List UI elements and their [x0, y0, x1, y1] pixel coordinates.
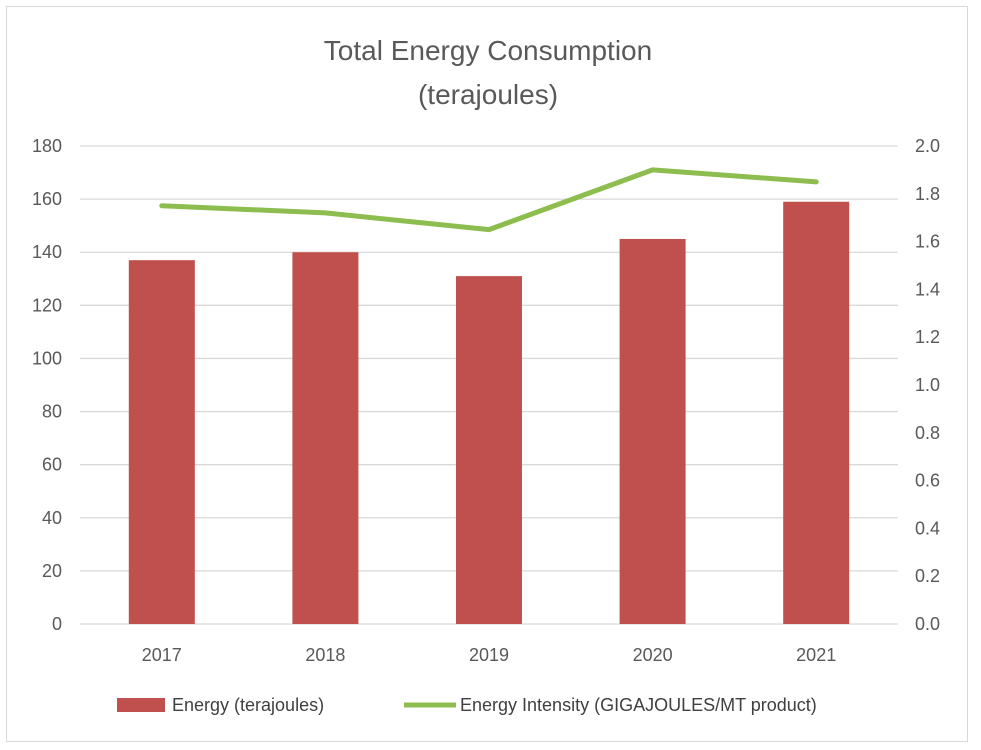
y-right-tick-label: 1.8 [915, 184, 940, 204]
legend-label-bar: Energy (terajoules) [172, 695, 324, 715]
y-right-tick-label: 0.4 [915, 518, 940, 538]
bar [783, 201, 850, 624]
x-tick-label: 2019 [469, 645, 509, 665]
legend-swatch-bar [117, 698, 165, 712]
y-axis-left: 0 20 40 60 80 100 120 140 160 180 [32, 136, 62, 634]
y-left-tick-label: 60 [42, 455, 62, 475]
chart-title: Total Energy Consumption (terajoules) [324, 35, 652, 110]
y-left-tick-label: 40 [42, 508, 62, 528]
bar [128, 260, 195, 624]
gridlines [80, 145, 898, 625]
chart-title-line-2: (terajoules) [418, 79, 558, 110]
series-line [159, 167, 819, 233]
y-right-tick-label: 1.0 [915, 375, 940, 395]
y-right-tick-label: 0.6 [915, 471, 940, 491]
y-right-tick-label: 2.0 [915, 136, 940, 156]
y-right-tick-label: 1.4 [915, 279, 940, 299]
y-left-tick-label: 100 [32, 348, 62, 368]
bar [619, 238, 686, 624]
x-tick-label: 2021 [796, 645, 836, 665]
y-left-tick-label: 120 [32, 295, 62, 315]
legend: Energy (terajoules) Energy Intensity (GIG… [117, 695, 817, 715]
y-right-tick-label: 0.2 [915, 566, 940, 586]
x-axis: 2017 2018 2019 2020 2021 [142, 645, 836, 665]
y-right-tick-label: 0.0 [915, 614, 940, 634]
line-series [159, 167, 819, 233]
legend-label-line: Energy Intensity (GIGAJOULES/MT product) [460, 695, 817, 715]
y-left-tick-label: 20 [42, 561, 62, 581]
y-left-tick-label: 80 [42, 402, 62, 422]
bar [456, 276, 522, 624]
bar-series [128, 201, 850, 624]
bar [292, 252, 359, 624]
chart-title-line-1: Total Energy Consumption [324, 35, 652, 66]
y-left-tick-label: 160 [32, 189, 62, 209]
y-right-tick-label: 1.6 [915, 232, 940, 252]
y-axis-right: 0.0 0.2 0.4 0.6 0.8 1.0 1.2 1.4 1.6 1.8 2.0 [915, 136, 940, 634]
y-right-tick-label: 1.2 [915, 327, 940, 347]
x-tick-label: 2020 [633, 645, 673, 665]
y-right-tick-label: 0.8 [915, 423, 940, 443]
x-tick-label: 2018 [305, 645, 345, 665]
x-tick-label: 2017 [142, 645, 182, 665]
y-left-tick-label: 140 [32, 242, 62, 262]
y-left-tick-label: 0 [52, 614, 62, 634]
y-left-tick-label: 180 [32, 136, 62, 156]
